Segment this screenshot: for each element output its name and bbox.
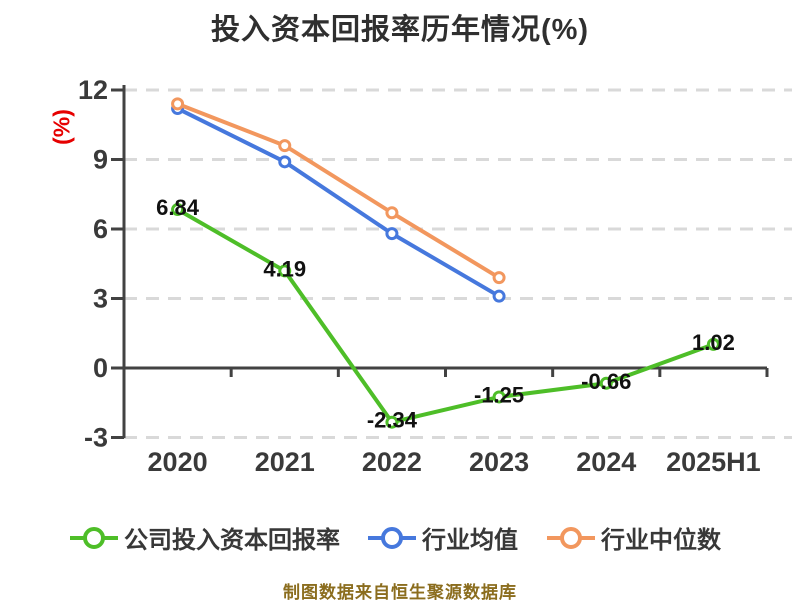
legend-item-company-roic[interactable]: 公司投入资本回报率 [70,520,340,555]
data-point-marker-industry-avg[interactable] [385,227,399,241]
data-point-label: 6.84 [156,195,200,220]
y-tick-label: 3 [93,284,108,314]
x-axis-label: 2022 [362,447,422,477]
data-source-note: 制图数据来自恒生聚源数据库 [283,583,517,600]
legend-item-industry-median[interactable]: 行业中位数 [547,520,721,555]
data-point-marker-industry-median[interactable] [492,271,506,285]
legend-label: 公司投入资本回报率 [124,527,340,554]
legend: 公司投入资本回报率 行业均值 行业中位数 [0,520,800,554]
x-axis-label: 2024 [576,447,636,477]
data-point-label: -2.34 [367,408,418,433]
chart-title: 投入资本回报率历年情况(%) [210,14,590,46]
series-line-company-roic [175,207,716,425]
data-point-label: 4.19 [263,256,306,281]
data-point-marker-industry-avg[interactable] [278,155,292,169]
legend-marker-industry-median-icon [547,526,595,549]
data-point-marker-company-roic[interactable] [706,337,720,351]
data-point-marker-industry-median[interactable] [278,139,292,153]
data-point-marker-industry-avg[interactable] [492,289,506,303]
x-axis-label: 2020 [148,447,208,477]
data-point-label: -0.66 [581,369,631,394]
legend-label: 行业均值 [422,527,518,554]
y-tick-label: 9 [93,145,108,175]
y-tick-label: 0 [93,353,108,383]
data-point-label: -1.25 [474,382,524,407]
legend-item-industry-avg[interactable]: 行业均值 [368,520,518,555]
data-point-label: 1.02 [692,330,735,355]
data-point-marker-company-roic[interactable] [171,203,185,217]
data-point-marker-company-roic[interactable] [492,390,506,404]
y-tick-label: 12 [78,75,108,105]
data-point-marker-company-roic[interactable] [599,376,613,390]
series-line-industry-median [175,101,502,280]
x-axis-label: 2021 [255,447,315,477]
y-tick-label: -3 [84,423,108,453]
series-line-industry-avg [175,106,502,299]
y-tick-label: 6 [93,214,108,244]
data-point-marker-industry-median[interactable] [171,97,185,111]
x-axis-label: 2025H1 [666,447,761,477]
data-point-marker-company-roic[interactable] [278,264,292,278]
legend-marker-industry-avg-icon [368,526,416,549]
legend-marker-company-icon [70,526,118,549]
data-point-marker-company-roic[interactable] [385,415,399,429]
x-axis-label: 2023 [469,447,529,477]
data-point-marker-industry-median[interactable] [385,206,399,220]
legend-label: 行业中位数 [601,527,721,554]
